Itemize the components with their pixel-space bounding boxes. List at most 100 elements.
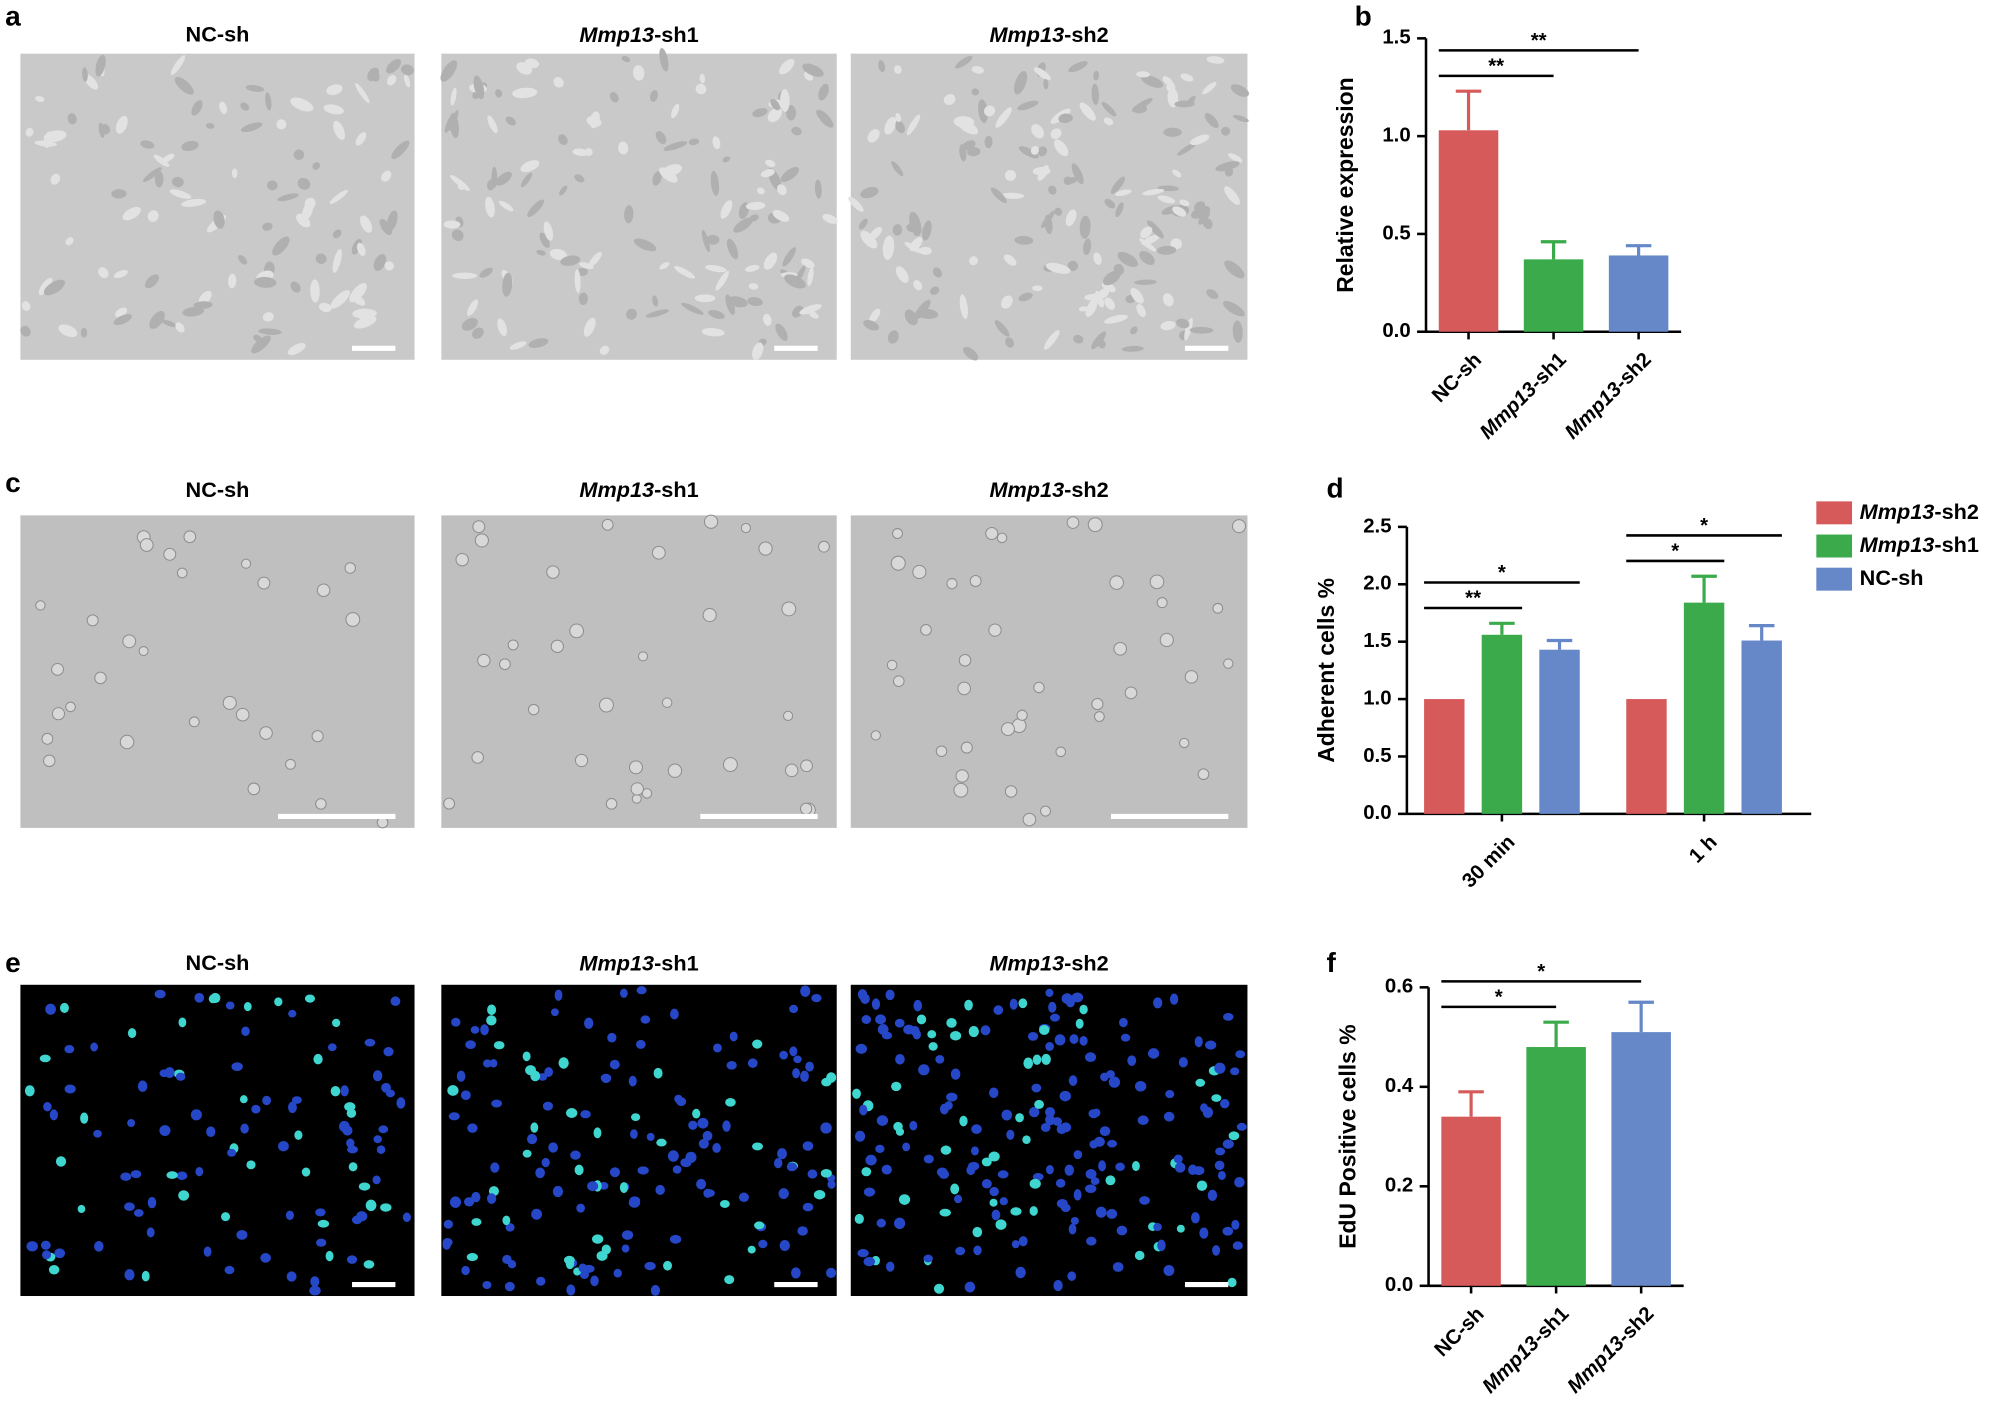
cell — [760, 169, 775, 178]
bar — [1611, 1032, 1671, 1286]
nucleus — [644, 1261, 656, 1271]
cell — [667, 763, 683, 778]
cell — [802, 63, 824, 77]
nucleus — [1031, 1083, 1042, 1093]
y-axis-label: EdU Positive cells % — [1335, 1024, 1361, 1248]
y-tick-label: 0.0 — [1385, 1274, 1413, 1296]
cell — [472, 327, 484, 339]
y-tick-label: 0.6 — [1385, 976, 1413, 998]
cell — [720, 200, 733, 219]
nucleus — [875, 1014, 887, 1025]
nucleus — [221, 1212, 231, 1222]
nucleus — [797, 1226, 808, 1236]
nucleus — [1219, 1098, 1230, 1109]
significance-label: ** — [1465, 587, 1481, 609]
cell — [505, 116, 516, 126]
cell — [765, 159, 776, 167]
cell — [1045, 262, 1071, 274]
cell — [1130, 287, 1144, 304]
nucleus — [548, 1142, 558, 1153]
cell — [818, 83, 829, 101]
cell — [1065, 209, 1077, 227]
nucleus — [968, 1025, 979, 1038]
nucleus — [1048, 1001, 1057, 1013]
nucleus — [1053, 1280, 1063, 1292]
cell — [822, 213, 838, 224]
cell — [404, 74, 411, 88]
nucleus — [1195, 1078, 1206, 1087]
nucleus — [208, 994, 218, 1004]
nucleus — [442, 1240, 451, 1250]
cell — [329, 189, 348, 204]
error-bar — [1489, 621, 1515, 635]
nucleus — [1067, 1271, 1077, 1281]
cell — [860, 187, 879, 199]
nucleus — [1089, 1140, 1098, 1149]
nucleus — [696, 1178, 707, 1190]
cell — [652, 171, 662, 186]
nucleus — [127, 1118, 136, 1128]
nucleus — [894, 1217, 906, 1230]
nucleus — [1010, 1207, 1022, 1216]
cell — [574, 753, 589, 768]
cell — [745, 264, 760, 272]
nucleus — [313, 1053, 323, 1065]
nucleus — [574, 1164, 584, 1176]
cell — [663, 141, 688, 151]
nucleus — [1212, 1245, 1221, 1256]
cell — [1232, 320, 1243, 343]
cell — [1170, 238, 1183, 250]
cell — [1083, 238, 1092, 255]
image-title: Mmp13-sh2 — [989, 477, 1108, 502]
legend-swatch — [1816, 534, 1853, 558]
nucleus — [456, 1070, 466, 1082]
nucleus — [203, 1246, 212, 1257]
nucleus — [194, 992, 205, 1003]
x-tick-label: 30 min — [1458, 831, 1519, 892]
cell — [633, 65, 645, 81]
nucleus — [246, 1160, 256, 1170]
nucleus — [1084, 1184, 1097, 1193]
nucleus — [448, 1112, 460, 1121]
cell — [816, 109, 834, 128]
nucleus — [505, 1223, 515, 1232]
cell — [559, 185, 568, 196]
cell — [752, 342, 764, 360]
cell — [1001, 295, 1013, 309]
legend-swatch — [1816, 567, 1853, 591]
cell — [1130, 326, 1138, 335]
nucleus — [316, 1238, 327, 1247]
nucleus — [999, 1197, 1008, 1206]
cell — [485, 196, 495, 218]
cell — [1180, 73, 1194, 82]
nucleus — [236, 1229, 248, 1240]
cell — [860, 230, 878, 249]
nucleus — [1217, 1170, 1226, 1181]
bar — [1526, 1047, 1586, 1286]
panel-letter: e — [5, 947, 21, 978]
cell — [1048, 185, 1057, 195]
nucleus — [871, 998, 881, 1010]
nucleus — [703, 1188, 712, 1198]
nucleus — [993, 1005, 1004, 1015]
nucleus — [390, 996, 401, 1006]
nucleus — [981, 1179, 992, 1189]
cell — [472, 520, 486, 534]
nucleus — [1191, 1212, 1200, 1224]
cell — [293, 149, 305, 160]
nucleus — [467, 1123, 478, 1133]
nucleus — [1236, 1122, 1247, 1131]
cell — [58, 324, 78, 338]
cell — [1206, 56, 1225, 64]
nucleus — [231, 1062, 243, 1072]
cell — [688, 138, 700, 146]
nucleus — [1029, 1178, 1041, 1189]
nucleus — [43, 1101, 52, 1112]
micrograph — [848, 53, 1249, 361]
nucleus — [55, 1156, 67, 1167]
nucleus — [294, 1130, 303, 1140]
cell — [1005, 170, 1017, 181]
nucleus — [1056, 1198, 1068, 1209]
y-tick-label: 1.0 — [1363, 687, 1391, 709]
cell — [1132, 104, 1148, 114]
